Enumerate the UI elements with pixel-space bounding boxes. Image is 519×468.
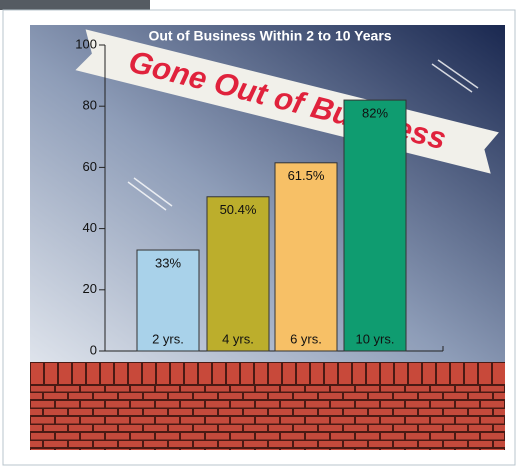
tab — [0, 0, 150, 10]
y-tick-label: 0 — [90, 342, 97, 357]
x-tick-label: 4 yrs. — [222, 331, 254, 346]
wall-top — [30, 362, 505, 386]
bar — [274, 162, 338, 352]
x-tick-label: 6 yrs. — [290, 331, 322, 346]
wall — [30, 386, 505, 450]
x-tick-label: 10 yrs. — [355, 331, 394, 346]
y-tick-label: 40 — [83, 220, 97, 235]
value-label: 61.5% — [288, 168, 325, 183]
x-tick-label: 2 yrs. — [152, 331, 184, 346]
glint — [127, 59, 479, 211]
value-label: 33% — [155, 255, 181, 270]
value-label: 82% — [362, 106, 388, 121]
y-tick-label: 100 — [75, 36, 97, 51]
y-tick-label: 80 — [83, 98, 97, 113]
y-tick-label: 60 — [83, 159, 97, 174]
y-tick-label: 20 — [83, 281, 97, 296]
value-label: 50.4% — [220, 202, 257, 217]
bar — [206, 196, 270, 352]
bar — [136, 249, 200, 352]
chart-title: Out of Business Within 2 to 10 Years — [148, 28, 391, 44]
bar — [343, 99, 407, 352]
